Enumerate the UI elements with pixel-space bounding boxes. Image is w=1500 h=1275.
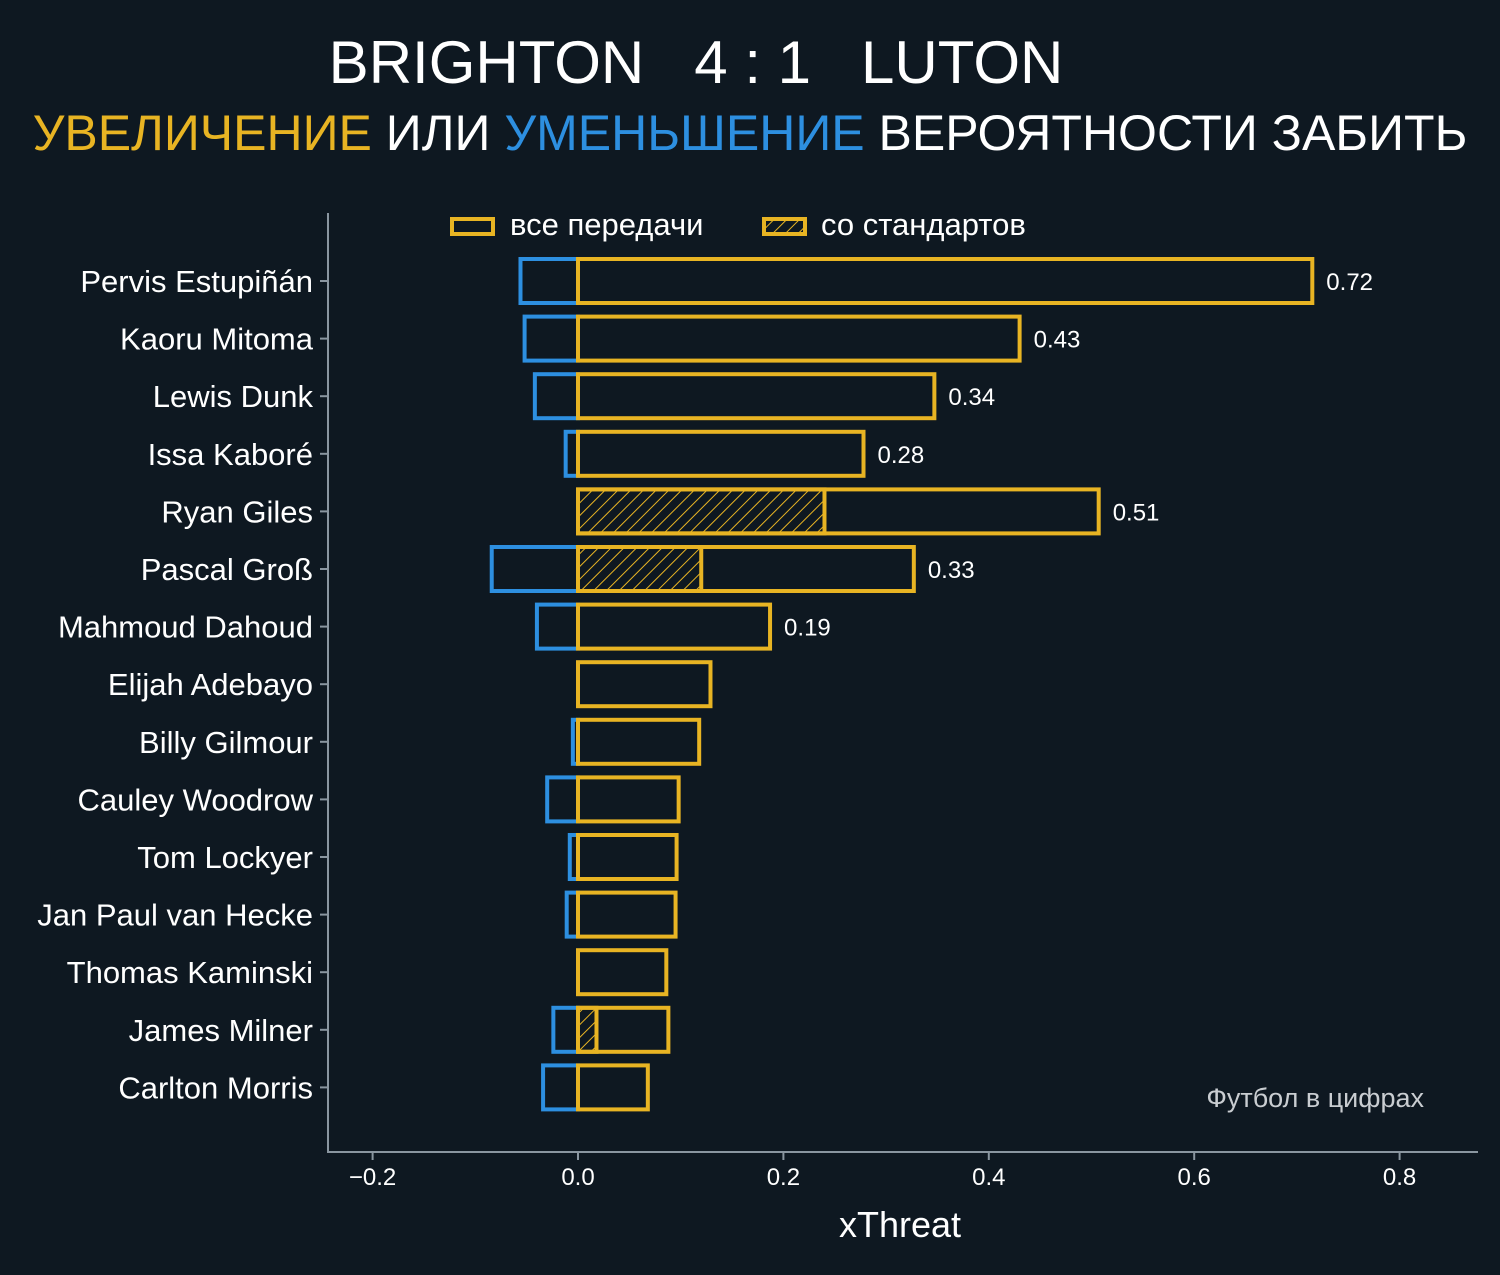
player-label: Pervis Estupiñán (80, 264, 313, 299)
player-label: Ryan Giles (161, 494, 313, 529)
decrease-bar (518, 257, 580, 305)
increase-bar (576, 257, 1315, 305)
player-label: Issa Kaboré (148, 437, 313, 472)
away-team: LUTON (861, 29, 1064, 96)
x-tick-label: 0.6 (1178, 1164, 1211, 1191)
increase-bar (576, 314, 1022, 363)
legend-swatch-all-passes (450, 217, 495, 236)
value-label: 0.72 (1326, 269, 1373, 296)
set-piece-bar (576, 545, 704, 593)
subtitle-decrease: УМЕНЬШЕНИЕ (504, 105, 865, 161)
player-label: Jan Paul van Hecke (37, 898, 313, 933)
player-label: Tom Lockyer (137, 840, 313, 875)
value-label: 0.28 (878, 442, 925, 469)
legend: все передачи со стандартов (450, 207, 1026, 242)
x-tick-label: 0.2 (767, 1164, 800, 1191)
increase-bar (576, 429, 866, 478)
increase-bar (576, 660, 713, 709)
value-label: 0.19 (784, 615, 831, 642)
player-label: Cauley Woodrow (78, 782, 314, 817)
decrease-bar (541, 1063, 580, 1112)
increase-bar (576, 372, 937, 421)
increase-bar (576, 833, 679, 881)
chart-subtitle: УВЕЛИЧЕНИЕ ИЛИ УМЕНЬШЕНИЕ ВЕРОЯТНОСТИ ЗА… (0, 104, 1500, 162)
decrease-bar (551, 1005, 580, 1054)
x-tick-label: 0.4 (972, 1164, 1005, 1191)
player-label: Elijah Adebayo (108, 667, 313, 702)
subtitle-increase: УВЕЛИЧЕНИЕ (32, 105, 372, 161)
home-team: BRIGHTON (328, 29, 645, 96)
player-label: Lewis Dunk (153, 379, 314, 414)
set-piece-bar (576, 487, 827, 536)
increase-bar (576, 1005, 671, 1054)
decrease-bar (532, 372, 581, 421)
increase-bar (576, 948, 669, 997)
increase-bar (576, 717, 702, 766)
value-label: 0.34 (948, 384, 995, 411)
x-tick-label: 0.0 (561, 1164, 594, 1191)
increase-bar (576, 545, 916, 593)
chart-title: BRIGHTON 4 : 1 LUTON (0, 28, 1392, 97)
increase-bar (576, 890, 678, 939)
player-label: Carlton Morris (118, 1070, 313, 1105)
value-label: 0.43 (1034, 327, 1081, 354)
subtitle-rest: ВЕРОЯТНОСТИ ЗАБИТЬ (878, 105, 1468, 161)
value-label: 0.51 (1113, 499, 1160, 526)
legend-label-all-passes: все передачи (510, 207, 703, 242)
player-label: Thomas Kaminski (67, 955, 313, 990)
decrease-bar (489, 545, 580, 593)
player-label: James Milner (129, 1013, 313, 1048)
increase-bar (576, 487, 1101, 536)
player-label: Mahmoud Dahoud (58, 610, 313, 645)
x-tick-label: 0.8 (1383, 1164, 1416, 1191)
legend-swatch-set-pieces (762, 217, 807, 236)
decrease-bar (522, 314, 581, 363)
x-axis-label: xThreat (839, 1204, 961, 1245)
increase-bar (576, 1063, 650, 1112)
watermark: Футбол в цифрах (1206, 1083, 1424, 1113)
set-piece-bar (576, 1005, 599, 1054)
x-tick-label: −0.2 (349, 1164, 396, 1191)
legend-label-set-pieces: со стандартов (821, 207, 1026, 242)
decrease-bar (545, 775, 581, 824)
value-label: 0.33 (928, 557, 975, 584)
match-score: 4 : 1 (694, 29, 812, 96)
player-label: Kaoru Mitoma (120, 322, 314, 357)
decrease-bar (534, 602, 580, 651)
player-label: Billy Gilmour (139, 725, 313, 760)
increase-bar (576, 602, 773, 651)
increase-bar (576, 775, 681, 824)
player-label: Pascal Groß (141, 552, 313, 587)
subtitle-or: ИЛИ (385, 105, 491, 161)
